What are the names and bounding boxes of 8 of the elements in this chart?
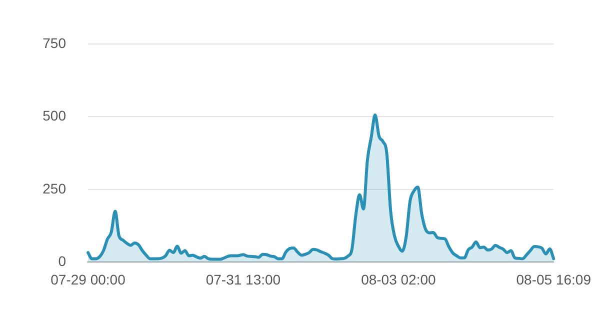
x-tick-label: 08-03 02:00 — [361, 271, 436, 288]
y-tick-label: 500 — [42, 108, 66, 124]
x-tick-label: 07-29 00:00 — [50, 271, 126, 288]
y-tick-label: 0 — [58, 253, 66, 270]
x-tick-label: 08-05 16:09 — [516, 271, 592, 288]
y-tick-label: 750 — [42, 34, 66, 51]
y-tick-label: 250 — [42, 180, 66, 196]
x-tick-label: 07-31 13:00 — [206, 271, 281, 288]
